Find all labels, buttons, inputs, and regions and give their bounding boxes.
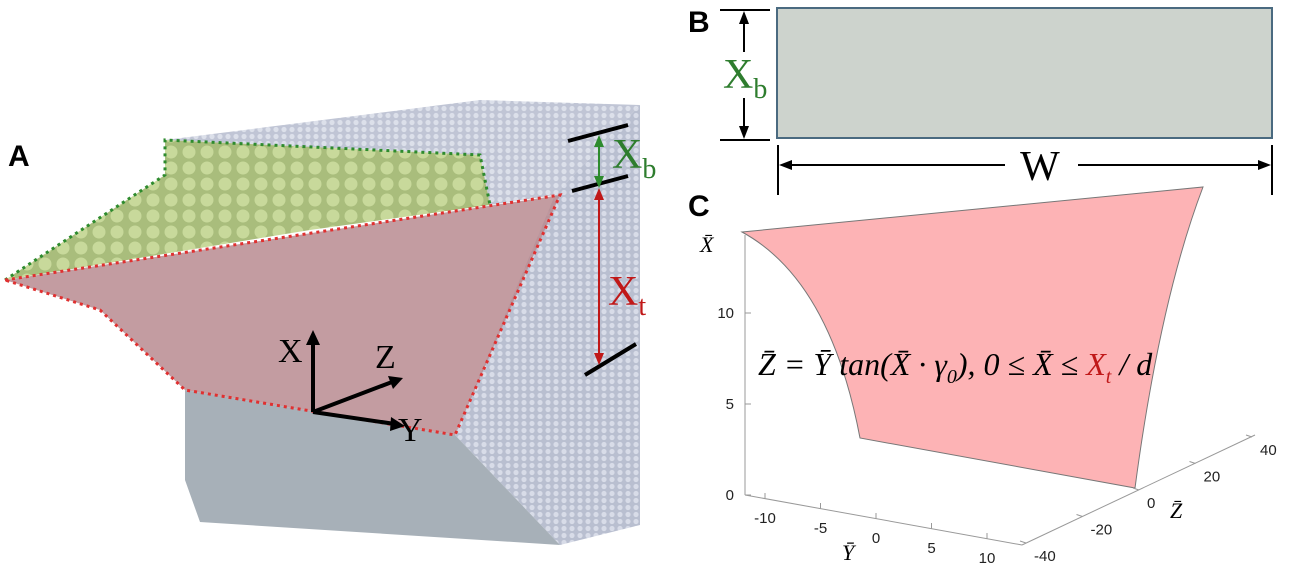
dimension-label: Xb — [723, 52, 767, 105]
tick-label: 0 — [872, 530, 880, 547]
figure: A X Y Z Xb Xt B Xb W C — [0, 0, 1303, 572]
surface — [742, 187, 1203, 488]
tick-label: -5 — [814, 520, 827, 537]
tick-mark — [1077, 515, 1083, 517]
axis-label: Z̄ — [1170, 498, 1183, 523]
tick-label: 5 — [726, 396, 734, 413]
sample-block — [5, 100, 640, 545]
tick-label: -20 — [1091, 522, 1113, 539]
tick-mark — [1190, 462, 1196, 464]
tick-mark — [1133, 488, 1139, 490]
axis-label: Y — [398, 412, 423, 449]
panel-label: A — [8, 140, 30, 173]
tick-label: 10 — [717, 305, 734, 322]
tick-label: 0 — [726, 487, 734, 504]
dimension-label: Xt — [608, 269, 646, 322]
tick-label: 0 — [1147, 495, 1155, 512]
axis-label: Z — [375, 339, 396, 376]
cross-section — [777, 8, 1272, 138]
axis-label: X — [278, 333, 303, 370]
tick-label: 40 — [1260, 442, 1277, 459]
tick-mark — [1246, 435, 1252, 437]
dimension-label: Xb — [612, 132, 656, 185]
tick-label: 5 — [927, 540, 935, 557]
panel-label: B — [688, 6, 710, 39]
axis-label: X̄ — [699, 232, 715, 257]
tick-label: -40 — [1034, 548, 1056, 565]
tick-label: 20 — [1204, 469, 1221, 486]
panel-label: C — [688, 190, 710, 223]
tick-label: -10 — [754, 510, 776, 527]
tick-mark — [1020, 541, 1026, 543]
dimension-label: W — [1020, 144, 1060, 190]
tick-label: 10 — [979, 550, 996, 567]
axis-label: Ȳ — [842, 540, 857, 565]
